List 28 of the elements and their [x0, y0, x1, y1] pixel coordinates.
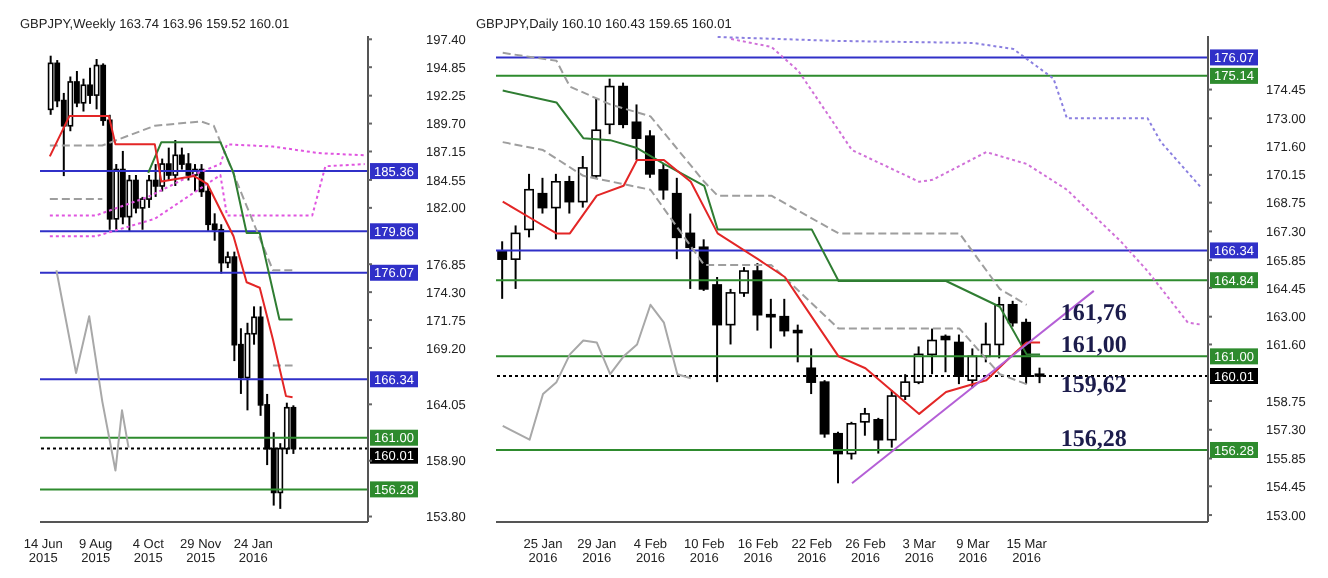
annotation: 159,62 — [1060, 370, 1127, 398]
candlestick — [119, 149, 126, 226]
candlestick — [172, 138, 179, 187]
line-series — [55, 269, 130, 472]
candlestick — [792, 323, 803, 364]
line-series — [501, 158, 1042, 415]
candlestick — [126, 174, 133, 233]
candlestick — [631, 103, 642, 161]
candlestick — [510, 224, 521, 290]
line-series — [501, 303, 692, 441]
annotation: 161,76 — [1060, 298, 1127, 326]
candlestick — [524, 172, 534, 239]
line-series — [48, 143, 366, 217]
line-series — [501, 89, 1042, 356]
annotation: 161,00 — [1060, 330, 1127, 358]
candlestick — [165, 146, 172, 182]
line-series — [501, 141, 1028, 386]
annotation: 156,28 — [1060, 424, 1127, 452]
line-series — [716, 36, 1203, 189]
candlestick — [497, 240, 508, 300]
line-series — [730, 37, 1203, 326]
line-series — [48, 120, 294, 272]
candlestick — [87, 66, 93, 105]
candlestick — [47, 54, 54, 116]
line-series — [501, 51, 1028, 306]
line-series — [48, 163, 366, 238]
candlestick — [152, 163, 159, 198]
line-series — [147, 141, 294, 321]
